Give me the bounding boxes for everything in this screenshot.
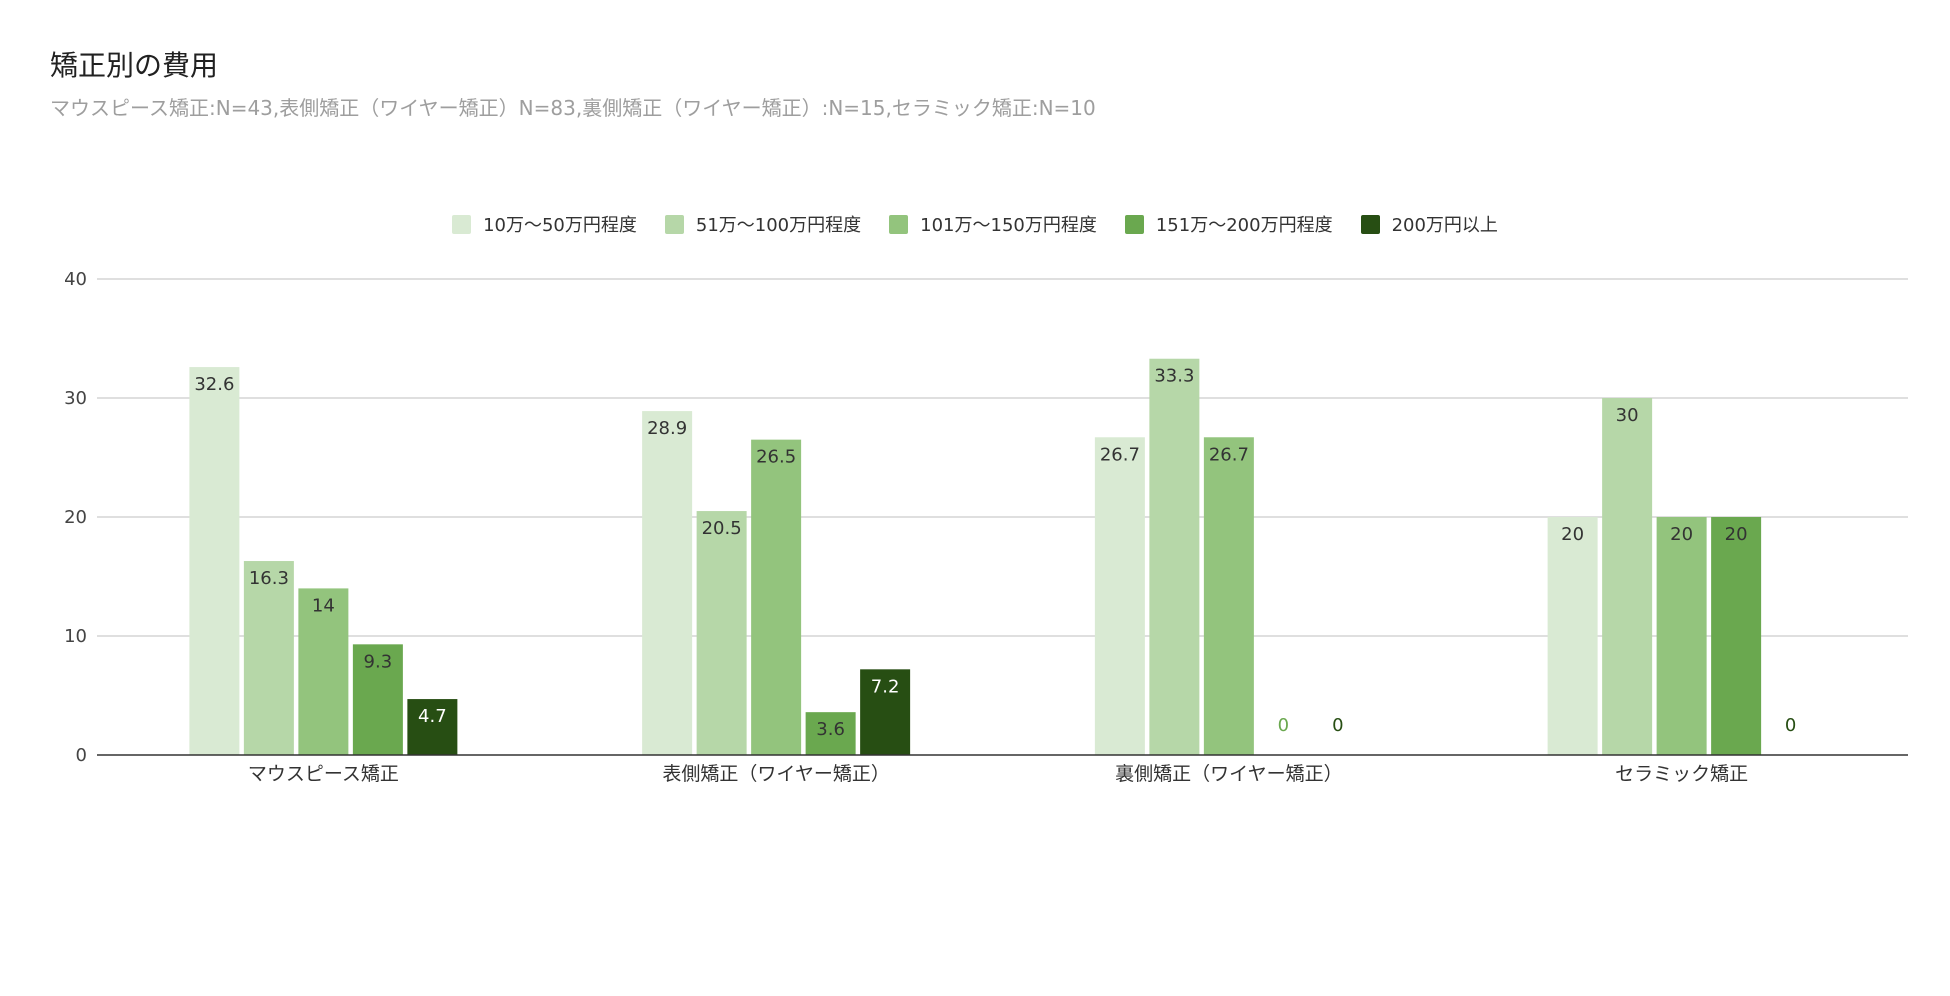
y-tick-label: 20 xyxy=(64,507,87,528)
data-label: 4.7 xyxy=(418,706,447,727)
legend-swatch xyxy=(1360,214,1380,234)
data-label: 0 xyxy=(1332,715,1343,736)
legend-item[interactable]: 200万円以上 xyxy=(1360,211,1498,237)
legend-label: 200万円以上 xyxy=(1391,215,1498,236)
data-label: 26.5 xyxy=(756,447,796,468)
x-tick-label: マウスピース矯正 xyxy=(248,763,399,785)
data-label: 7.2 xyxy=(871,676,900,697)
bar xyxy=(298,588,349,755)
legend-swatch xyxy=(889,214,909,234)
x-tick-label: 裏側矯正（ワイヤー矯正） xyxy=(1115,763,1342,785)
bar xyxy=(1602,398,1653,755)
data-label: 0 xyxy=(1278,715,1289,736)
bar xyxy=(1547,517,1598,755)
data-label: 30 xyxy=(1616,405,1639,426)
bar xyxy=(1656,517,1707,755)
legend-swatch xyxy=(1124,214,1144,234)
data-label: 26.7 xyxy=(1209,444,1249,465)
legend-swatch xyxy=(452,214,472,234)
x-tick-label: 表側矯正（ワイヤー矯正） xyxy=(662,763,889,785)
bar xyxy=(805,712,856,755)
legend: 10万～50万円程度 51万～100万円程度 101万～150万円程度 151万… xyxy=(0,211,1950,237)
legend-item[interactable]: 51万～100万円程度 xyxy=(664,211,862,237)
bar xyxy=(352,644,403,755)
legend-label: 51万～100万円程度 xyxy=(695,215,862,236)
bar xyxy=(1149,358,1200,755)
data-label: 20 xyxy=(1725,524,1748,545)
y-tick-label: 30 xyxy=(64,388,87,409)
bar xyxy=(696,511,747,755)
data-label: 14 xyxy=(312,595,335,616)
bar xyxy=(189,367,240,755)
x-tick-label: セラミック矯正 xyxy=(1615,763,1748,785)
y-tick-label: 40 xyxy=(64,269,87,290)
data-label: 33.3 xyxy=(1154,366,1194,387)
legend-label: 10万～50万円程度 xyxy=(483,215,637,236)
data-label: 3.6 xyxy=(816,719,845,740)
bar xyxy=(1094,437,1145,755)
bar xyxy=(860,669,911,755)
legend-item[interactable]: 101万～150万円程度 xyxy=(889,211,1097,237)
y-tick-label: 0 xyxy=(76,745,87,766)
bar xyxy=(1203,437,1254,755)
data-label: 28.9 xyxy=(647,418,687,439)
bar xyxy=(751,439,802,755)
legend-label: 151万～200万円程度 xyxy=(1155,215,1333,236)
legend-label: 101万～150万円程度 xyxy=(920,215,1097,236)
data-label: 26.7 xyxy=(1100,444,1140,465)
legend-item[interactable]: 151万～200万円程度 xyxy=(1124,211,1333,237)
chart-title: 矯正別の費用 xyxy=(50,49,219,82)
data-label: 20 xyxy=(1561,524,1584,545)
data-label: 9.3 xyxy=(364,651,393,672)
legend-item[interactable]: 10万～50万円程度 xyxy=(452,211,637,237)
bar xyxy=(407,699,458,755)
bar xyxy=(243,561,294,755)
bar xyxy=(1711,517,1762,755)
bar xyxy=(642,411,693,755)
data-label: 32.6 xyxy=(194,374,234,395)
data-label: 16.3 xyxy=(249,568,289,589)
data-label: 20 xyxy=(1670,524,1693,545)
data-label: 20.5 xyxy=(702,518,742,539)
chart-subtitle: マウスピース矯正:N=43,表側矯正（ワイヤー矯正）N=83,裏側矯正（ワイヤー… xyxy=(50,96,1096,120)
data-label: 0 xyxy=(1785,715,1796,736)
legend-swatch xyxy=(664,214,684,234)
y-tick-label: 10 xyxy=(64,626,87,647)
